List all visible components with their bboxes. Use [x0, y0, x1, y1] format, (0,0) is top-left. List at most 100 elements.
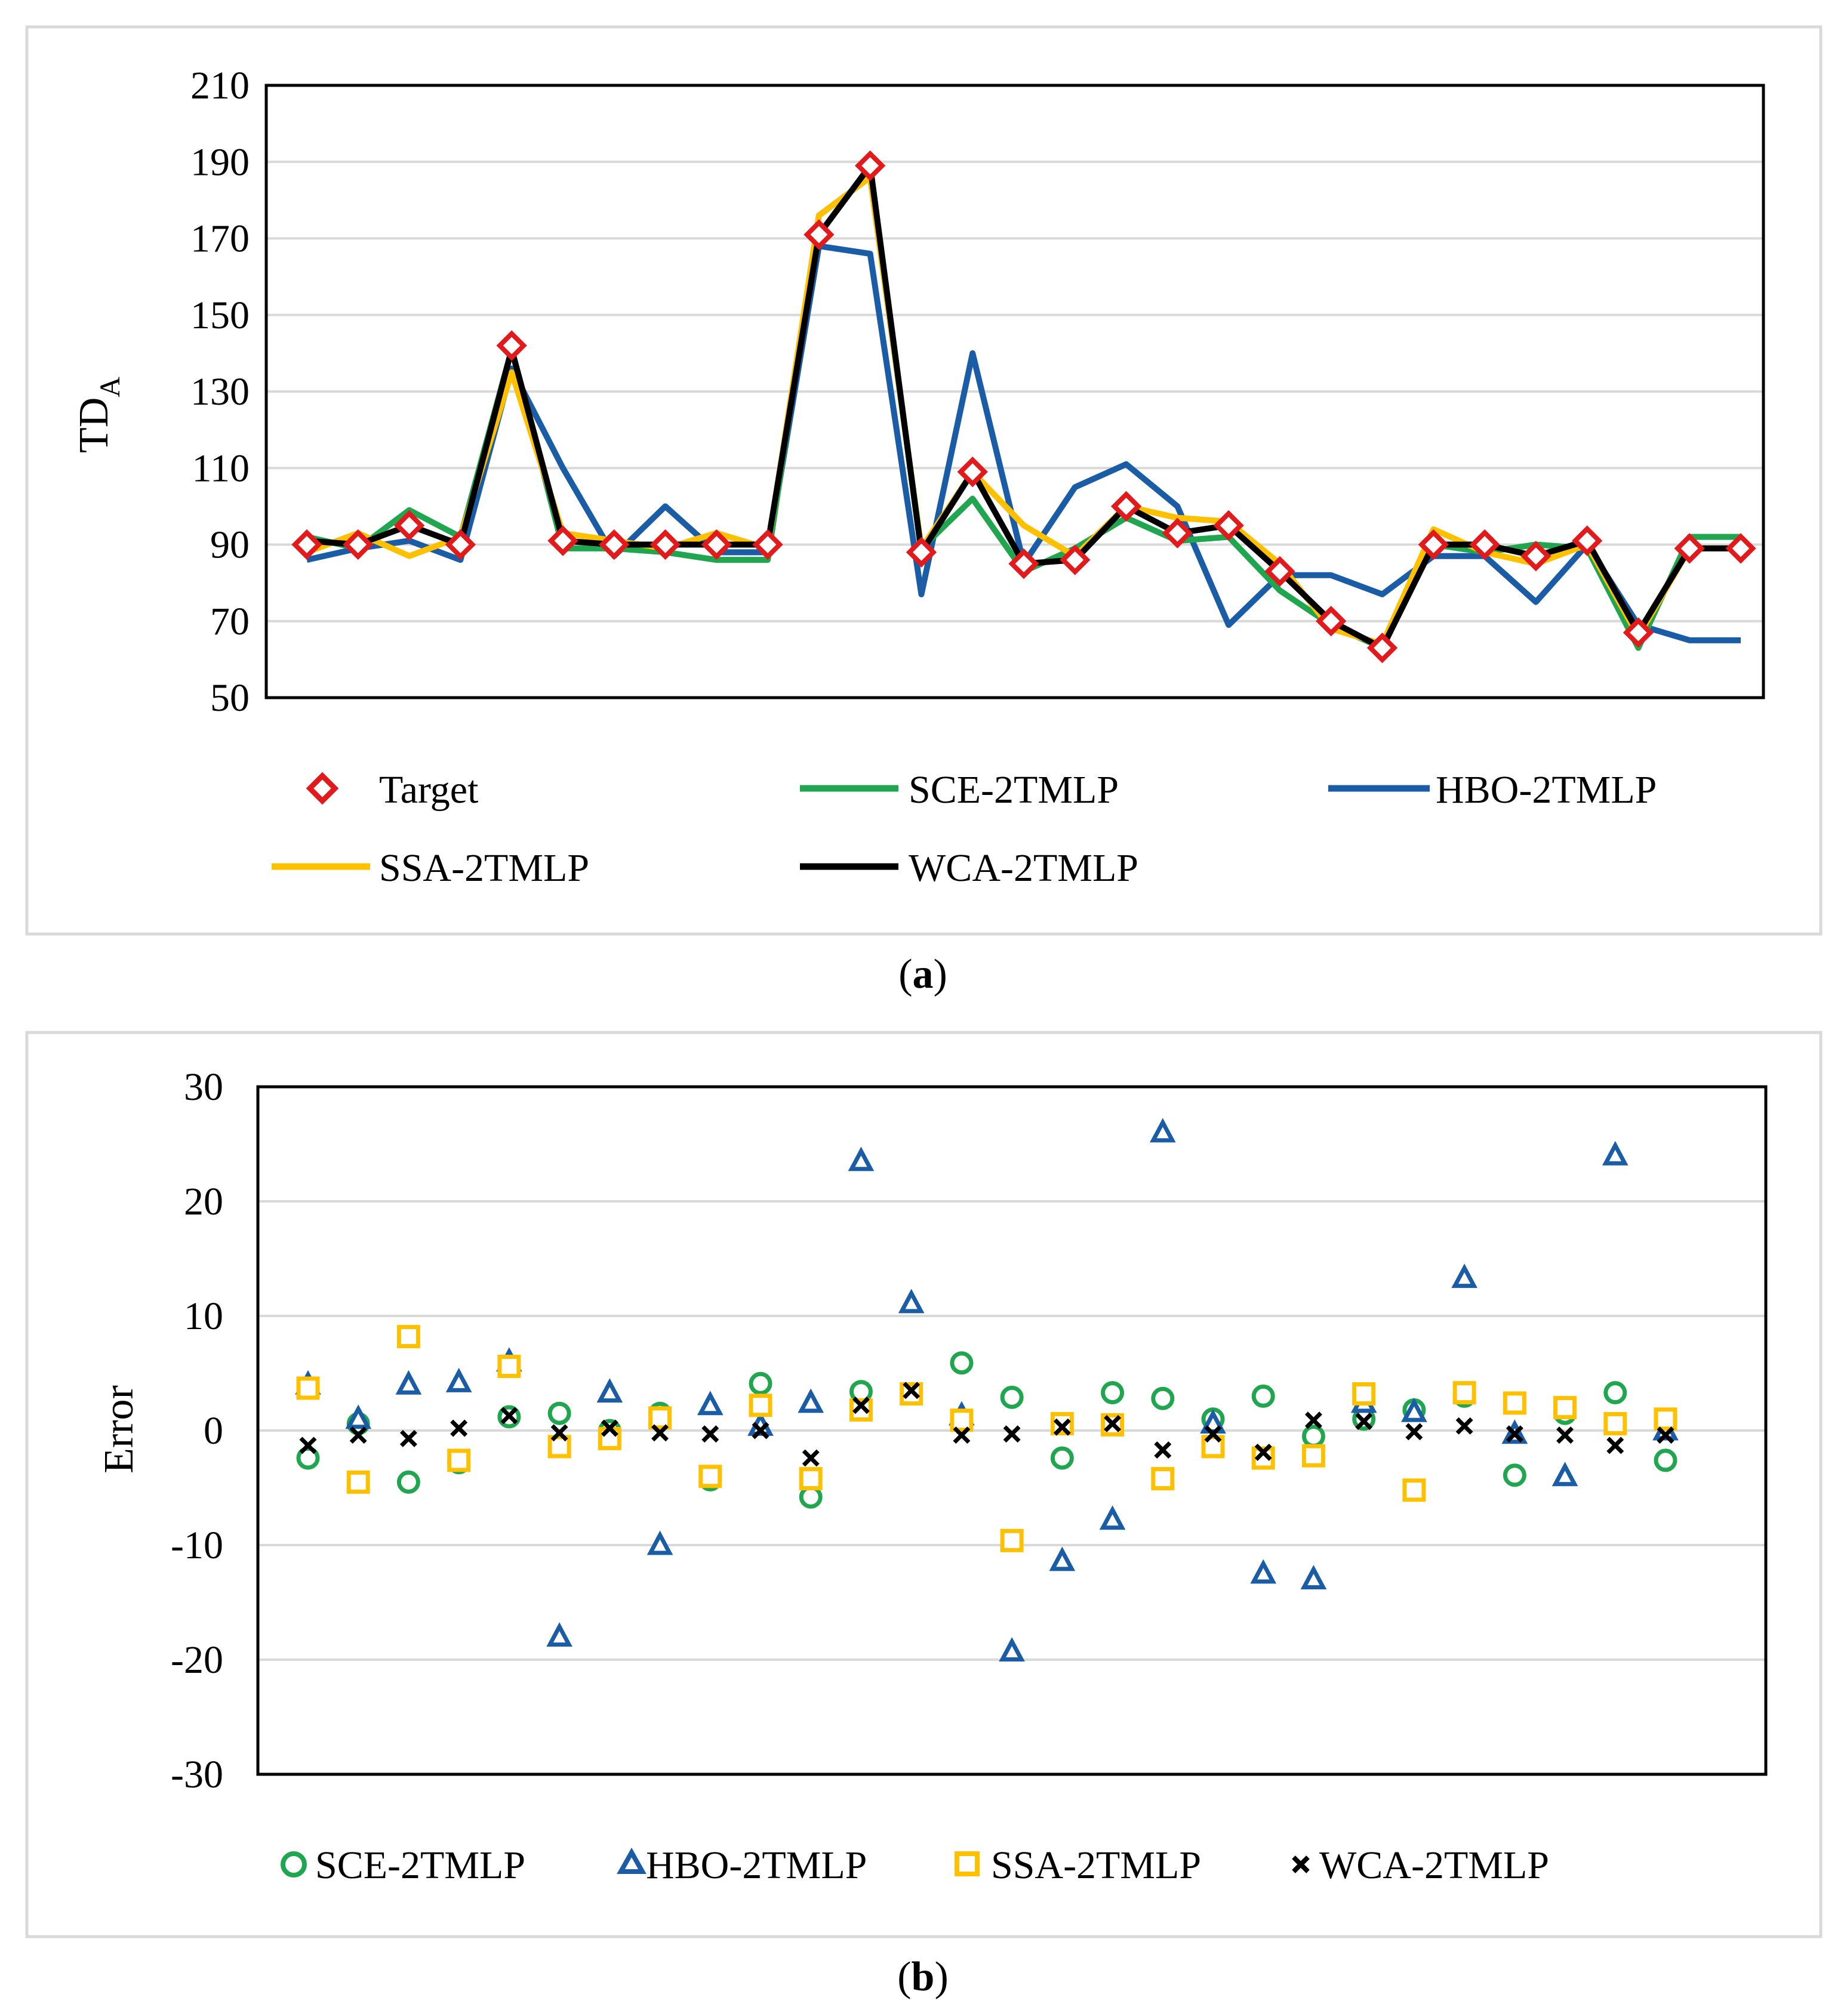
sce-error-point: [1654, 1448, 1677, 1472]
target-marker: [393, 510, 425, 541]
legend-b-ssa-label: SSA-2TMLP: [991, 1844, 1201, 1887]
target-marker: [291, 529, 322, 560]
panel-b-y-tick-labels: -30 -20 -10 0 10 20 30: [171, 1065, 223, 1796]
legend-target: Target: [306, 768, 478, 812]
hbo-error-point: [1552, 1462, 1578, 1487]
hbo-error-point: [546, 1622, 572, 1647]
panel-a-y-tick-label: 50: [210, 676, 250, 720]
target-marker: [649, 529, 681, 560]
ssa-error-point: [698, 1465, 722, 1488]
ssa-error-point: [749, 1394, 772, 1417]
target-marker: [1571, 525, 1603, 556]
wca-error-point: [701, 1425, 719, 1443]
panel-a-y-tick-label: 170: [190, 217, 250, 261]
legend-hbo-label: HBO-2TMLP: [1436, 768, 1657, 812]
target-marker: [1213, 510, 1244, 541]
wca-error-point: [1606, 1437, 1624, 1454]
panel-b-y-tick-label: -20: [171, 1638, 223, 1682]
wca-error-point: [1304, 1411, 1322, 1429]
target-marker: [1264, 556, 1295, 587]
wca-error-point: [1657, 1426, 1674, 1444]
ssa-error-point: [296, 1376, 320, 1400]
panel-a-series: [291, 150, 1756, 664]
legend-sce-label: SCE-2TMLP: [909, 768, 1119, 812]
target-marker: [1162, 517, 1193, 548]
panel-b-series: [295, 1118, 1679, 1662]
panel-a-y-tick-label: 210: [190, 64, 250, 107]
ssa-error-point: [1301, 1444, 1325, 1468]
panel-b-plot-area: [256, 1085, 1768, 1776]
ssa-error-point: [346, 1470, 370, 1494]
hbo-error-point: [596, 1378, 623, 1403]
panel-a-plot-area: [264, 84, 1765, 699]
panel-b-y-axis-label: Error: [96, 1385, 142, 1474]
target-marker: [1674, 533, 1705, 564]
panel-a-caption: (a): [898, 951, 947, 997]
target-marker: [1725, 533, 1756, 564]
panel-a-legend: Target SCE-2TMLP HBO-2TMLP SSA-2TMLP WCA…: [272, 768, 1657, 890]
wca-error-point: [299, 1437, 317, 1454]
legend-wca: WCA-2TMLP: [800, 846, 1138, 890]
panel-b-legend: SCE-2TMLP HBO-2TMLP SSA-2TMLP WCA-2TMLP: [281, 1844, 1549, 1887]
sce-error-point: [1000, 1385, 1024, 1409]
target-marker: [1008, 548, 1039, 579]
panel-a-y-tick-label: 150: [190, 294, 250, 337]
hbo-error-point: [1401, 1397, 1427, 1422]
panel-b-y-tick-label: -10: [171, 1524, 223, 1567]
target-marker: [752, 529, 783, 560]
hbo-error-point: [1602, 1140, 1629, 1166]
hbo-error-point: [1451, 1263, 1477, 1288]
wca-error-point: [1506, 1425, 1523, 1443]
ssa-error-point: [497, 1354, 521, 1378]
panel-a-y-tick-label: 130: [190, 370, 250, 414]
sce-error-point: [396, 1470, 420, 1494]
wca-error-point: [1254, 1444, 1272, 1461]
panel-b-y-tick-label: 0: [204, 1409, 223, 1453]
ssa-error-point: [1503, 1391, 1526, 1415]
target-marker: [804, 219, 835, 250]
hbo-error-point: [1149, 1118, 1176, 1143]
panel-b-y-tick-label: -30: [171, 1753, 223, 1796]
hbo-error-point: [1049, 1546, 1076, 1571]
hbo-error-point: [1250, 1559, 1277, 1584]
target-marker: [1366, 632, 1398, 664]
ssa-error-point: [1000, 1528, 1024, 1552]
legend-b-wca: WCA-2TMLP: [1292, 1844, 1549, 1887]
sce-error-point: [950, 1351, 974, 1375]
wca-error-point: [1154, 1441, 1172, 1459]
wca-error-point: [1556, 1426, 1574, 1444]
hbo-error-point: [1300, 1565, 1327, 1590]
sce-error-point: [296, 1446, 320, 1470]
wca-error-point: [1204, 1425, 1222, 1443]
legend-b-wca-label: WCA-2TMLP: [1319, 1844, 1549, 1887]
legend-target-marker: [306, 772, 339, 805]
target-marker: [1418, 529, 1449, 560]
target-marker: [1520, 541, 1552, 572]
wca-error-point: [852, 1397, 870, 1414]
target-marker: [1060, 544, 1091, 575]
target-marker: [496, 330, 527, 361]
target-marker: [343, 529, 374, 560]
sce-error-point: [547, 1401, 571, 1425]
ssa-error-point: [1352, 1382, 1376, 1406]
panel-a-y-tick-label: 90: [210, 523, 250, 567]
panel-b-y-tick-label: 20: [184, 1180, 223, 1223]
sce-error-point: [1503, 1463, 1526, 1487]
sce-error-point: [1301, 1425, 1325, 1448]
ssa-error-point: [598, 1426, 621, 1450]
sce-error-point: [1251, 1384, 1275, 1408]
legend-b-ssa-marker: [955, 1851, 980, 1876]
target-marker: [957, 457, 988, 488]
wca-error-point: [500, 1407, 518, 1425]
legend-b-sce: SCE-2TMLP: [281, 1844, 525, 1887]
panel-b-y-tick-label: 10: [184, 1294, 223, 1338]
panel-b-caption: (b): [897, 1954, 949, 2000]
wca-error-point: [1003, 1425, 1021, 1443]
panel-b-y-tick-label: 30: [184, 1065, 223, 1109]
ssa-error-point: [1654, 1407, 1677, 1431]
legend-wca-label: WCA-2TMLP: [909, 846, 1138, 890]
wca-error-point: [601, 1419, 618, 1437]
legend-b-ssa: SSA-2TMLP: [955, 1844, 1201, 1887]
ssa-error-point: [648, 1406, 672, 1430]
